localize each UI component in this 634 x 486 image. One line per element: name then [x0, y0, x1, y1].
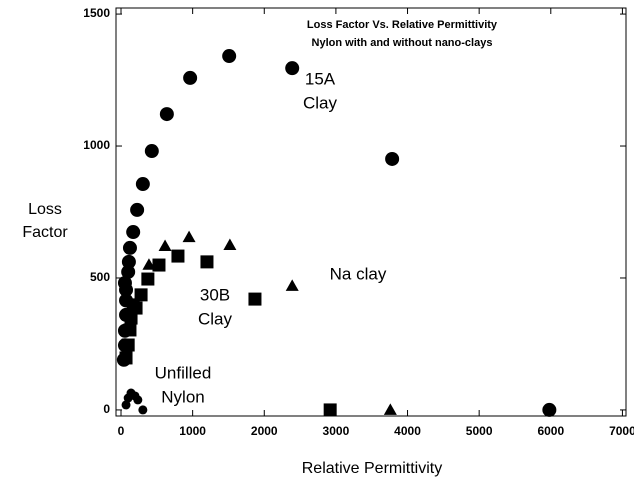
annotation: 15A [305, 69, 336, 88]
marker [121, 264, 136, 279]
y-tick-label: 1000 [83, 138, 110, 152]
marker [119, 351, 133, 365]
marker [285, 61, 300, 76]
marker [182, 230, 196, 243]
marker [144, 144, 159, 159]
marker [323, 403, 337, 417]
y-axis-label: Loss [28, 201, 62, 218]
annotation: Clay [198, 309, 233, 328]
y-axis-label: Factor [22, 224, 68, 241]
marker [122, 240, 137, 255]
chart-subtitle: Nylon with and without nano-clays [312, 37, 493, 49]
marker [285, 279, 299, 291]
annotation: 30B [200, 285, 230, 304]
marker [222, 49, 237, 64]
marker [129, 301, 143, 315]
x-tick-label: 4000 [394, 424, 421, 438]
y-tick-label: 1500 [83, 6, 110, 20]
y-tick-label: 500 [90, 270, 110, 284]
x-tick-label: 1000 [179, 424, 206, 438]
marker [385, 151, 400, 166]
annotation: Nylon [161, 387, 204, 406]
chart-title: Loss Factor Vs. Relative Permittivity [307, 19, 498, 31]
marker [117, 275, 132, 290]
marker [121, 338, 135, 352]
marker [126, 225, 141, 240]
marker [124, 311, 138, 325]
marker [171, 249, 185, 263]
marker [123, 323, 137, 337]
marker [152, 258, 166, 272]
marker [223, 238, 237, 250]
marker [142, 258, 156, 270]
marker [542, 402, 557, 417]
annotation: Unfilled [155, 363, 212, 382]
marker [121, 254, 136, 269]
x-tick-label: 7000 [609, 424, 634, 438]
marker [158, 239, 172, 252]
x-tick-label: 2000 [251, 424, 278, 438]
annotation: Na clay [330, 264, 387, 283]
marker [183, 70, 198, 85]
x-tick-label: 0 [118, 424, 125, 438]
marker [248, 292, 262, 306]
x-tick-label: 5000 [466, 424, 493, 438]
annotation: Clay [303, 93, 338, 112]
marker [159, 107, 174, 122]
plot-frame [115, 7, 627, 417]
marker [383, 403, 397, 415]
marker [134, 288, 148, 302]
x-axis-label: Relative Permittivity [302, 460, 442, 477]
marker [135, 177, 150, 192]
marker [141, 272, 155, 286]
x-tick-label: 6000 [537, 424, 564, 438]
marker [200, 255, 214, 269]
marker [133, 395, 143, 405]
y-tick-label: 0 [103, 402, 110, 416]
marker [138, 405, 148, 415]
x-tick-label: 3000 [323, 424, 350, 438]
marker [130, 202, 145, 217]
marker [121, 400, 131, 410]
